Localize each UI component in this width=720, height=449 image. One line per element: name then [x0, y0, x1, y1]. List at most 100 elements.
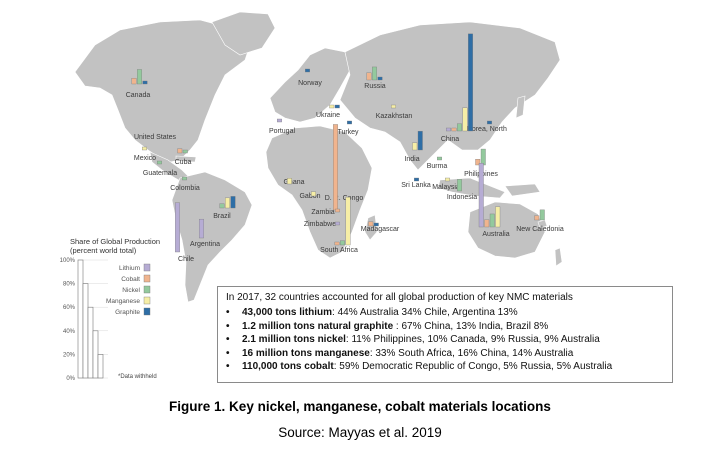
inset-share-bar: [82, 283, 89, 379]
bar-canada-cobalt: [131, 78, 137, 85]
summary-lead: 2.1 million tons nickel: [242, 334, 346, 345]
bar-australia-lithium: [478, 163, 484, 228]
bar-sri-lanka-graphite: [414, 177, 419, 182]
bar-australia-cobalt: [484, 219, 490, 228]
bar-cuba-cobalt: [177, 148, 183, 154]
bar-russia-graphite: [377, 76, 383, 81]
country-label-zambia: Zambia: [311, 209, 334, 216]
bar-china-graphite: [468, 33, 473, 132]
summary-item-nickel: • 2.1 million tons nickel: 11% Philippine…: [226, 333, 664, 347]
country-label-sri-lanka: Sri Lanka: [401, 182, 431, 189]
bar-india-manganese: [412, 142, 418, 151]
bar-ukraine-manganese: [329, 104, 335, 109]
country-label-brazil: Brazil: [213, 213, 231, 220]
europe-landmass: [269, 47, 351, 123]
y-axis-label: Share of Global Production: [70, 237, 160, 246]
bullet: •: [226, 320, 230, 332]
summary-detail: : 67% China, 13% India, Brazil 8%: [393, 320, 549, 332]
bar-d-r-congo-cobalt: [333, 124, 338, 211]
caribbean-landmass: [175, 155, 197, 163]
y-axis-sublabel: (percent world total): [70, 246, 137, 255]
country-label-argentina: Argentina: [190, 241, 220, 248]
summary-detail: : 59% Democratic Republic of Congo, 5% R…: [333, 361, 613, 372]
bar-chile-lithium: [175, 202, 180, 253]
inset-share-bar: [87, 306, 94, 379]
summary-item-graphite: • 1.2 million tons natural graphite : 67%…: [226, 320, 664, 334]
country-label-russia: Russia: [364, 83, 386, 90]
africa-landmass: [265, 125, 373, 259]
bar-south-africa-manganese: [345, 196, 351, 246]
inset-share-bar: [97, 354, 104, 379]
y-tick-label: 0%: [66, 376, 75, 382]
bar-new-caledonia-nickel: [539, 209, 545, 221]
summary-item-manganese: • 16 million tons manganese: 33% South Af…: [226, 347, 664, 361]
bar-guatemala-nickel: [157, 160, 162, 165]
new-zealand-landmass: [554, 247, 563, 267]
bar-argentina-lithium: [199, 218, 204, 239]
bar-malaysia-manganese: [445, 177, 450, 182]
bar-australia-manganese: [495, 206, 501, 228]
country-label-turkey: Turkey: [337, 129, 359, 136]
country-label-gabon: Gabon: [299, 193, 320, 200]
bar-portugal-lithium: [277, 118, 282, 123]
bar-ghana-manganese: [287, 178, 292, 185]
bar-norway-graphite: [305, 68, 310, 73]
country-label-mexico: Mexico: [134, 155, 156, 162]
australia-landmass: [467, 201, 546, 259]
bar-new-caledonia-cobalt: [534, 215, 540, 221]
bar-madagascar-cobalt: [368, 221, 374, 227]
bar-brazil-graphite: [230, 196, 236, 209]
bar-brazil-manganese: [225, 197, 230, 209]
country-label-ghana: Ghana: [283, 179, 304, 186]
bar-philippines-cobalt: [475, 159, 481, 166]
country-label-portugal: Portugal: [269, 128, 296, 135]
summary-list: • 43,000 tons lithium: 44% Australia 34% …: [226, 306, 664, 374]
country-label-norway: Norway: [298, 80, 322, 87]
country-label-kazakhstan: Kazakhstan: [376, 113, 413, 120]
madagascar-landmass: [364, 214, 378, 241]
bar-madagascar-graphite: [373, 222, 379, 227]
bar-brazil-nickel: [219, 203, 225, 209]
bar-zimbabwe-lithium: [335, 221, 340, 226]
summary-detail: : 44% Australia 34% Chile, Argentina 13%: [332, 307, 518, 318]
country-label-cuba: Cuba: [175, 159, 192, 166]
inset-share-bar: [92, 330, 99, 379]
summary-lead: 16 million tons manganese: [242, 347, 370, 359]
bullet: •: [226, 361, 230, 372]
summary-lead: 43,000 tons lithium: [242, 307, 333, 318]
country-label-india: India: [404, 156, 419, 163]
bar-ukraine-graphite: [334, 104, 340, 109]
new-guinea-landmass: [504, 183, 541, 197]
legend-swatch-nickel: [143, 285, 151, 294]
figure-caption: Figure 1. Key nickel, manganese, cobalt …: [169, 399, 551, 414]
bullet: •: [226, 347, 230, 359]
figure-source: Source: Mayyas et al. 2019: [278, 425, 442, 440]
bullet: •: [226, 307, 230, 318]
legend-label-nickel: Nickel: [122, 287, 140, 294]
inset-share-bar: [77, 259, 84, 379]
bar-china-manganese: [462, 107, 468, 132]
legend-label-graphite: Graphite: [115, 309, 140, 316]
legend-swatch-graphite: [143, 307, 151, 316]
country-label-united-states: United States: [134, 134, 177, 141]
country-label-canada: Canada: [126, 92, 151, 99]
bar-canada-graphite: [142, 80, 148, 85]
legend-label-manganese: Manganese: [106, 298, 140, 305]
summary-lead: 1.2 million tons natural graphite: [242, 320, 394, 332]
world-map-figure: Canada United States Mexico Cuba Guatemala Co…: [60, 11, 564, 382]
bar-kazakhstan-manganese: [391, 104, 396, 109]
y-tick-label: 40%: [63, 329, 76, 335]
bar-india-graphite: [417, 130, 423, 151]
country-label-madagascar: Madagascar: [361, 226, 400, 233]
bar-china-cobalt: [451, 127, 457, 132]
country-label-guatemala: Guatemala: [143, 170, 177, 177]
country-label-korea-north: Korea, North: [467, 126, 507, 133]
asia-landmass: [339, 21, 561, 171]
bar-russia-cobalt: [366, 72, 372, 81]
north-america-landmass: [74, 19, 251, 163]
greenland-landmass: [211, 11, 276, 56]
country-label-australia: Australia: [482, 231, 509, 238]
country-label-new-caledonia: New Caledonia: [516, 226, 564, 233]
bar-mexico-manganese: [142, 146, 147, 151]
bar-china-lithium: [446, 127, 451, 132]
